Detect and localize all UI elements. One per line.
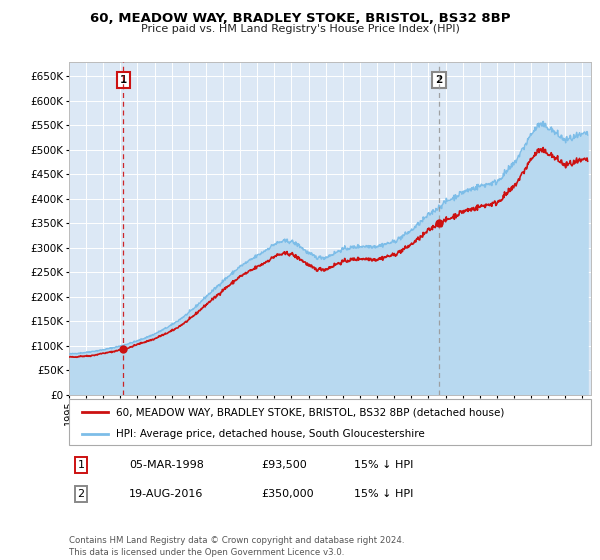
Text: 60, MEADOW WAY, BRADLEY STOKE, BRISTOL, BS32 8BP (detached house): 60, MEADOW WAY, BRADLEY STOKE, BRISTOL, … bbox=[116, 407, 505, 417]
Text: 1: 1 bbox=[119, 75, 127, 85]
Text: 2: 2 bbox=[77, 489, 85, 499]
Text: 19-AUG-2016: 19-AUG-2016 bbox=[129, 489, 203, 499]
FancyBboxPatch shape bbox=[69, 399, 591, 445]
Text: £350,000: £350,000 bbox=[261, 489, 314, 499]
Text: £93,500: £93,500 bbox=[261, 460, 307, 470]
Text: HPI: Average price, detached house, South Gloucestershire: HPI: Average price, detached house, Sout… bbox=[116, 429, 425, 438]
Text: 15% ↓ HPI: 15% ↓ HPI bbox=[354, 460, 413, 470]
Text: Contains HM Land Registry data © Crown copyright and database right 2024.
This d: Contains HM Land Registry data © Crown c… bbox=[69, 536, 404, 557]
Text: 05-MAR-1998: 05-MAR-1998 bbox=[129, 460, 204, 470]
Text: Price paid vs. HM Land Registry's House Price Index (HPI): Price paid vs. HM Land Registry's House … bbox=[140, 24, 460, 34]
Text: 1: 1 bbox=[77, 460, 85, 470]
Text: 2: 2 bbox=[436, 75, 443, 85]
Text: 15% ↓ HPI: 15% ↓ HPI bbox=[354, 489, 413, 499]
Text: 60, MEADOW WAY, BRADLEY STOKE, BRISTOL, BS32 8BP: 60, MEADOW WAY, BRADLEY STOKE, BRISTOL, … bbox=[90, 12, 510, 25]
